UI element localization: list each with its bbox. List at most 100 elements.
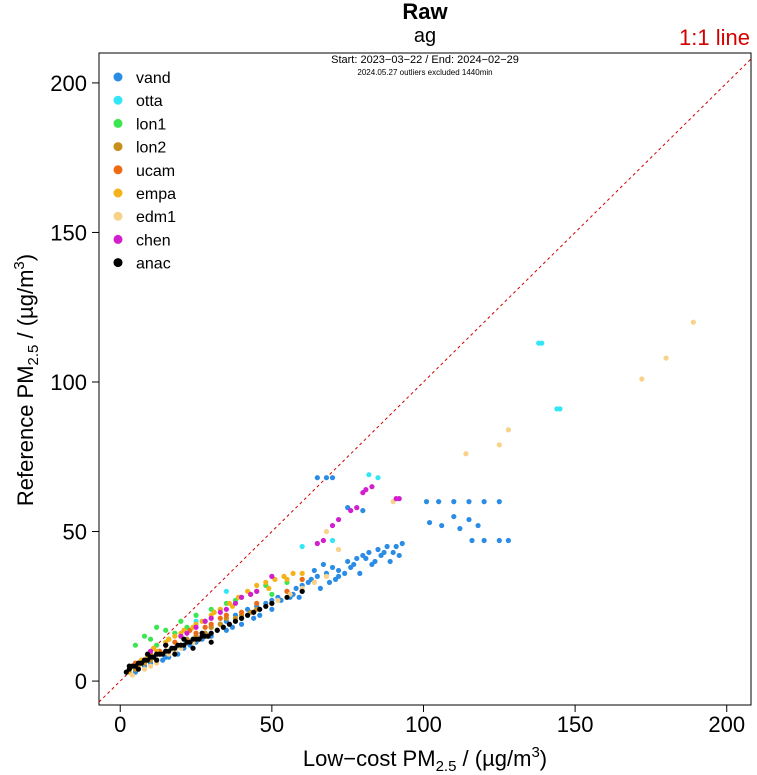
- chart-title: Raw: [402, 0, 448, 24]
- y-tick-label: 100: [50, 370, 87, 395]
- data-point: [257, 612, 263, 618]
- data-point: [320, 561, 327, 568]
- date-range-label: Start: 2023−03−22 / End: 2024−02−29: [331, 54, 519, 66]
- data-point: [199, 630, 205, 636]
- data-point: [387, 558, 393, 565]
- legend-label: lon2: [136, 140, 166, 157]
- data-point: [496, 442, 502, 448]
- data-point: [223, 588, 229, 594]
- data-point: [363, 555, 369, 562]
- data-point: [399, 540, 405, 547]
- data-point: [451, 499, 457, 505]
- data-point: [505, 537, 511, 544]
- data-point: [469, 537, 475, 544]
- data-point: [314, 540, 320, 547]
- data-point: [208, 639, 214, 645]
- data-point: [254, 600, 260, 606]
- data-points: [123, 319, 696, 678]
- legend: vand otta lon1 lon2 ucam empa edm1 chen anac: [113, 70, 176, 273]
- x-tick-label: 0: [114, 712, 126, 737]
- data-point: [147, 636, 154, 642]
- x-tick-label: 100: [405, 712, 442, 737]
- data-point: [172, 633, 178, 639]
- legend-label: lon1: [136, 116, 166, 133]
- data-point: [439, 522, 445, 529]
- data-point: [193, 624, 199, 630]
- reference-1-1-line: [98, 58, 752, 703]
- data-point: [181, 636, 187, 642]
- data-point: [223, 612, 229, 618]
- data-point: [466, 516, 472, 523]
- data-point: [217, 615, 223, 621]
- legend-label: empa: [136, 186, 176, 203]
- data-point: [539, 340, 545, 346]
- data-point: [257, 606, 263, 612]
- data-point: [178, 618, 184, 624]
- data-point: [126, 663, 132, 669]
- data-point: [214, 627, 220, 633]
- data-point: [284, 594, 290, 600]
- x-axis-label: Low−cost PM2.5 / (µg/m3): [303, 744, 547, 775]
- data-point: [238, 594, 245, 600]
- data-point: [299, 543, 305, 550]
- data-point: [296, 594, 302, 600]
- legend-marker: [113, 95, 123, 105]
- data-point: [496, 499, 502, 505]
- data-point: [451, 513, 457, 520]
- data-point: [193, 612, 199, 618]
- data-point: [160, 657, 166, 663]
- data-point: [293, 585, 299, 591]
- data-point: [311, 579, 317, 585]
- data-point: [166, 636, 172, 642]
- legend-label: chen: [136, 232, 171, 249]
- data-point: [193, 630, 199, 636]
- data-point: [372, 558, 378, 565]
- data-point: [457, 525, 463, 532]
- data-point: [290, 570, 296, 577]
- data-point: [639, 376, 645, 382]
- data-point: [481, 499, 487, 505]
- data-point: [132, 642, 138, 648]
- data-point: [266, 585, 272, 591]
- series-anac: [123, 588, 305, 675]
- data-point: [475, 522, 481, 529]
- data-point: [263, 603, 269, 609]
- data-point: [335, 567, 342, 574]
- y-axis: 0 50 100 150 200: [50, 71, 100, 694]
- series-otta: [163, 340, 563, 654]
- legend-label: ucam: [136, 163, 175, 180]
- data-point: [254, 588, 260, 594]
- y-tick-label: 150: [50, 220, 87, 245]
- data-point: [466, 499, 472, 505]
- data-point: [323, 475, 330, 481]
- legend-label: otta: [136, 93, 163, 110]
- legend-label: edm1: [136, 209, 176, 226]
- series-vand: [132, 475, 511, 675]
- legend-marker: [113, 211, 123, 221]
- data-point: [357, 570, 363, 577]
- data-point: [251, 615, 257, 621]
- data-point: [254, 582, 260, 588]
- data-point: [366, 549, 372, 556]
- data-point: [496, 537, 502, 544]
- data-point: [141, 666, 148, 672]
- data-point: [360, 507, 366, 514]
- legend-marker: [113, 165, 123, 175]
- data-point: [423, 499, 430, 505]
- chart-subtitle: ag: [414, 25, 436, 47]
- data-point: [360, 490, 366, 496]
- data-point: [314, 573, 320, 579]
- data-point: [342, 570, 348, 577]
- y-axis-label: Reference PM2.5 / (µg/m3): [11, 254, 42, 506]
- data-point: [211, 609, 217, 615]
- data-point: [220, 624, 226, 630]
- y-tick-label: 200: [50, 71, 87, 96]
- data-point: [366, 472, 372, 478]
- data-point: [263, 579, 269, 585]
- data-point: [436, 499, 442, 505]
- data-point: [208, 621, 214, 627]
- series-chen: [147, 484, 402, 654]
- data-point: [663, 355, 669, 361]
- data-point: [129, 672, 135, 678]
